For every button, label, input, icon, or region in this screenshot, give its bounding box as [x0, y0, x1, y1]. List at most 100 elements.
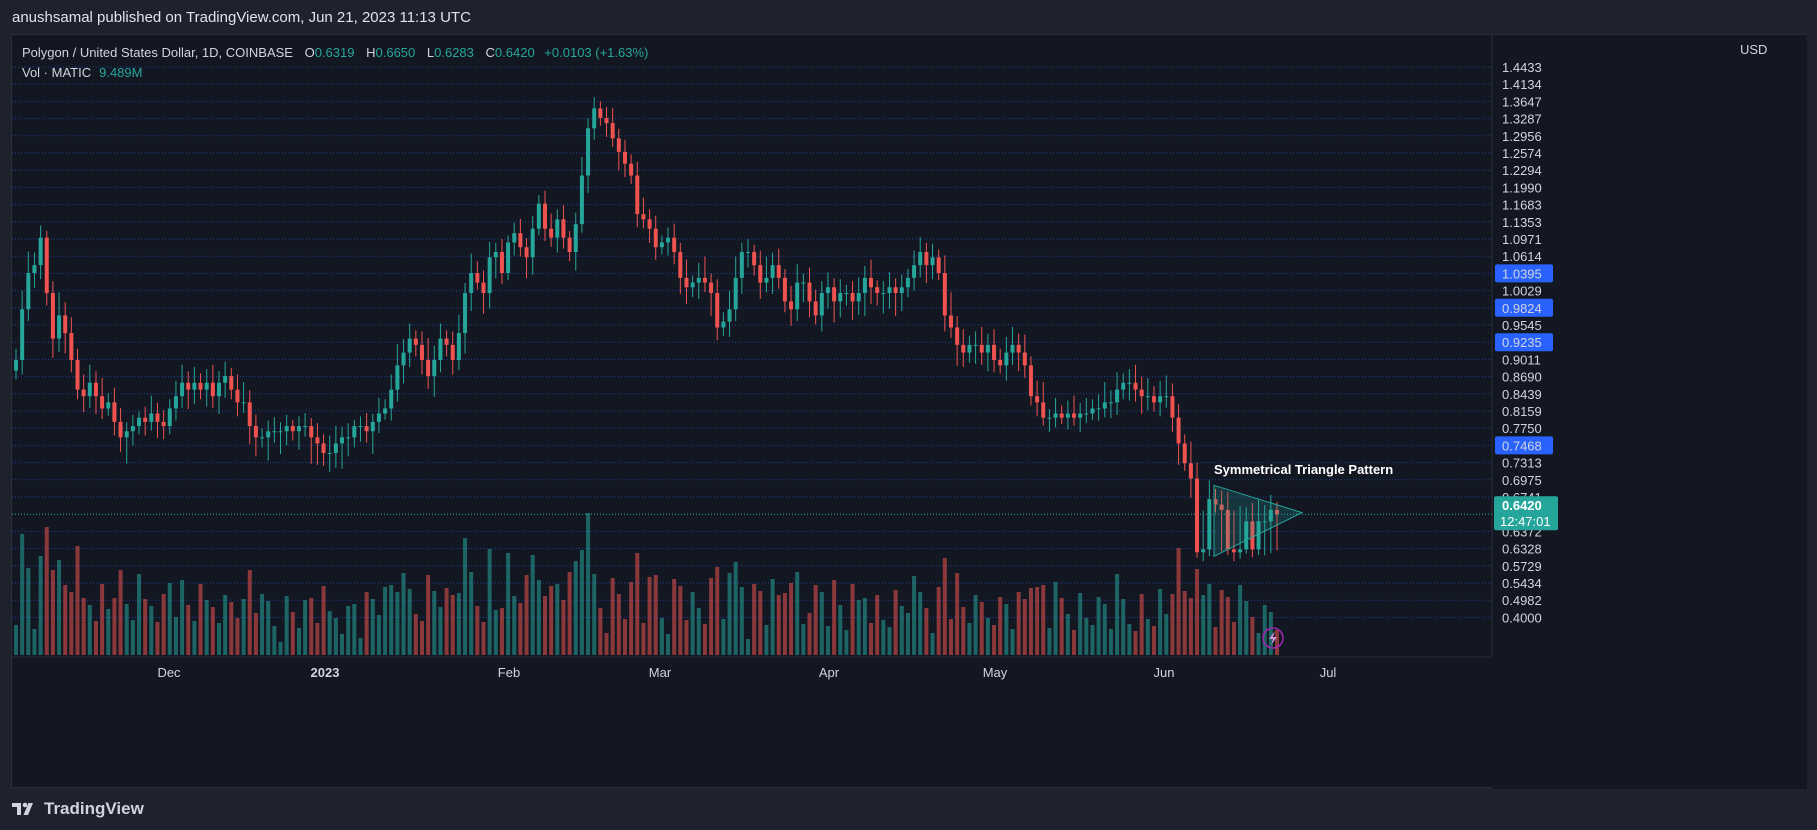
- price-tick-label: 1.4134: [1502, 77, 1542, 92]
- candle-body: [1219, 504, 1224, 510]
- volume-bar: [450, 595, 455, 655]
- candle-body: [1195, 478, 1200, 553]
- volume-bar: [819, 592, 824, 655]
- candle-body: [1262, 521, 1267, 523]
- volume-bar: [739, 587, 744, 655]
- volume-bar: [241, 599, 246, 655]
- price-tick-label: 0.4000: [1502, 610, 1542, 625]
- chart-panel[interactable]: 1.4433 1.4134 1.3647 1.3287 1.2956 1.2574 1.22…: [11, 34, 1807, 789]
- candle-body: [426, 359, 431, 377]
- candle-body: [69, 333, 74, 360]
- price-tick-label: 0.8690: [1502, 370, 1542, 385]
- candle-body: [1158, 396, 1163, 403]
- volume-bar: [549, 586, 554, 655]
- price-tick-label: 1.0614: [1502, 249, 1542, 264]
- ohlc-row: Polygon / United States Dollar, 1D, COIN…: [22, 43, 648, 63]
- volume-bar: [955, 573, 960, 655]
- volume-bar: [210, 607, 215, 655]
- volume-label[interactable]: Vol · MATIC: [22, 65, 92, 80]
- open-value: 0.6319: [314, 45, 355, 60]
- volume-bar: [407, 589, 412, 655]
- candle-body: [616, 138, 621, 152]
- volume-bar: [905, 613, 910, 655]
- candle-body: [112, 402, 117, 422]
- candle-body: [100, 396, 105, 409]
- volume-bar: [1053, 582, 1058, 655]
- tradingview-logo[interactable]: TradingView: [12, 799, 144, 819]
- candle-body: [758, 265, 763, 283]
- candle-body: [1225, 509, 1230, 550]
- price-tick-label: 0.9235: [1502, 335, 1542, 350]
- candle-body: [629, 163, 634, 176]
- candle-body: [389, 389, 394, 409]
- candle-body: [604, 117, 609, 124]
- candle-body: [296, 426, 301, 432]
- volume-bar: [1268, 612, 1273, 655]
- highlighted-price-badge: [1495, 298, 1553, 317]
- volume-bar: [733, 562, 738, 655]
- candle-body: [290, 426, 295, 432]
- volume-bar: [124, 604, 129, 655]
- candle-body: [499, 252, 504, 274]
- candlestick-chart[interactable]: 1.4433 1.4134 1.3647 1.3287 1.2956 1.2574 1.22…: [12, 35, 1807, 789]
- volume-bar: [32, 629, 37, 655]
- candle-body: [862, 277, 867, 294]
- candle-body: [266, 431, 271, 438]
- volume-bar: [143, 599, 148, 655]
- last-price-badge: [1494, 496, 1558, 531]
- volume-bar: [192, 621, 197, 655]
- volume-bar: [795, 572, 800, 655]
- volume-bar: [961, 607, 966, 655]
- highlighted-price-badge: [1495, 264, 1553, 283]
- volume-bar: [586, 513, 591, 655]
- volume-bar: [137, 574, 142, 655]
- price-tick-label: 0.6328: [1502, 542, 1542, 557]
- change-value: +0.0103 (+1.63%): [544, 45, 649, 60]
- time-axis-label: May: [983, 665, 1008, 680]
- candle-body: [407, 338, 412, 353]
- volume-bar: [469, 572, 474, 655]
- price-tick-label: 1.2574: [1502, 146, 1542, 161]
- candle-body: [216, 382, 221, 397]
- candle-body: [247, 402, 252, 427]
- candle-body: [1102, 402, 1107, 409]
- currency-label[interactable]: USD: [1740, 42, 1768, 57]
- candle-body: [807, 282, 812, 302]
- candle-body: [1182, 443, 1187, 464]
- volume-bar: [346, 606, 351, 655]
- triangle-pattern: [1213, 484, 1304, 558]
- candle-body: [272, 431, 277, 433]
- volume-bar: [604, 633, 609, 655]
- candle-body: [536, 203, 541, 229]
- candle-body: [235, 389, 240, 403]
- volume-bar: [81, 598, 86, 655]
- symbol-name[interactable]: Polygon / United States Dollar, 1D, COIN…: [22, 45, 293, 60]
- volume-bar: [752, 584, 757, 655]
- volume-bar: [444, 588, 449, 655]
- candle-body: [702, 277, 707, 283]
- volume-bar: [1225, 597, 1230, 655]
- time-axis-label: Jun: [1154, 665, 1175, 680]
- footer: TradingView: [12, 796, 144, 822]
- candle-body: [26, 273, 31, 310]
- candle-body: [1010, 344, 1015, 353]
- price-tick-label: 1.1353: [1502, 215, 1542, 230]
- volume-bar: [87, 605, 92, 655]
- candle-body: [370, 421, 375, 432]
- candle-body: [75, 359, 80, 390]
- candle-body: [838, 293, 843, 302]
- top-bar: anushsamal published on TradingView.com,…: [0, 0, 1817, 34]
- candle-body: [789, 301, 794, 310]
- volume-bar: [1262, 605, 1267, 655]
- volume-bar: [696, 608, 701, 655]
- volume-bar: [167, 583, 172, 655]
- volume-bar: [1090, 625, 1095, 655]
- candle-body: [1238, 549, 1243, 553]
- volume-bar: [383, 587, 388, 655]
- volume-bar: [1065, 614, 1070, 655]
- candle-body: [352, 426, 357, 438]
- candle-body: [856, 293, 861, 302]
- volume-bar: [622, 619, 627, 655]
- close-label: C: [485, 45, 495, 60]
- time-axis-label: Apr: [819, 665, 840, 680]
